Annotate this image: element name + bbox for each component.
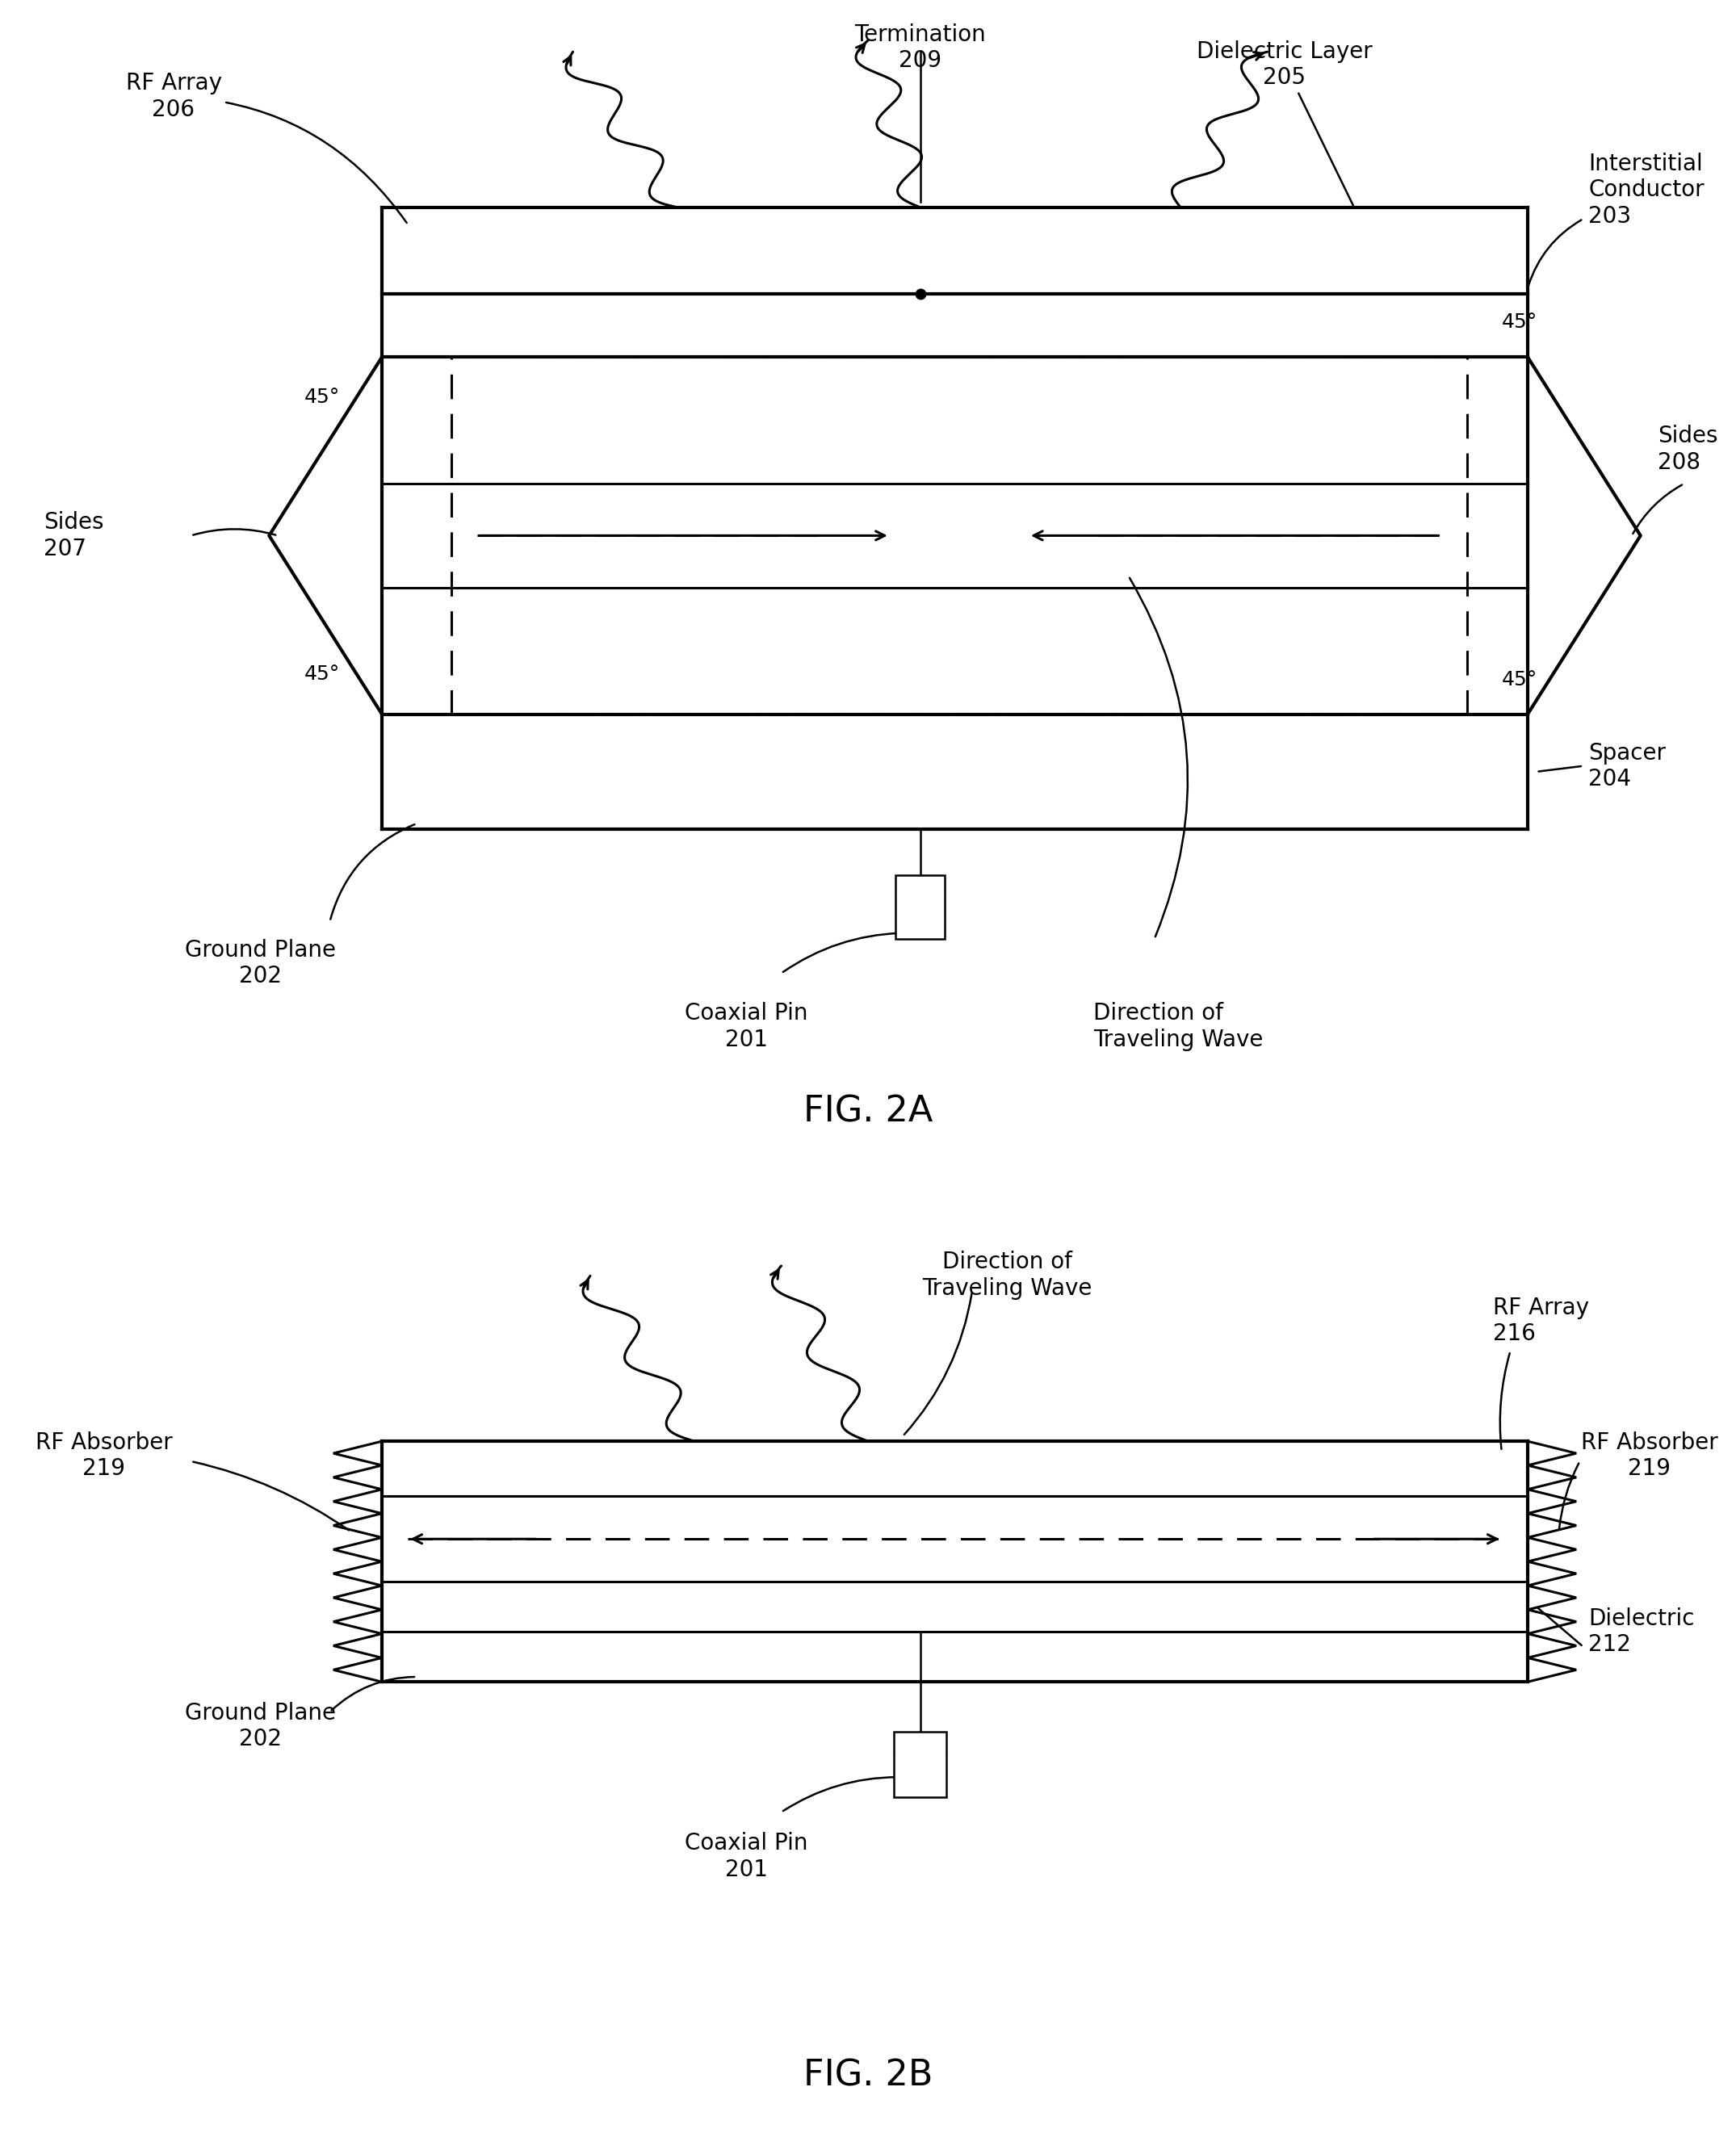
Text: Dielectric
212: Dielectric 212: [1588, 1608, 1694, 1655]
Text: Direction of
Traveling Wave: Direction of Traveling Wave: [1094, 1003, 1264, 1052]
Text: 45°: 45°: [1502, 314, 1538, 333]
Text: Sides
208: Sides 208: [1658, 424, 1719, 474]
Text: 45°: 45°: [1502, 670, 1538, 689]
Bar: [894, 1732, 946, 1798]
Text: Ground Plane
202: Ground Plane 202: [186, 1702, 335, 1751]
Text: Spacer
204: Spacer 204: [1588, 742, 1667, 791]
Text: Dielectric Layer
205: Dielectric Layer 205: [1196, 41, 1373, 205]
Text: Coaxial Pin
201: Coaxial Pin 201: [686, 1003, 807, 1052]
Bar: [896, 875, 944, 939]
Text: Sides
207: Sides 207: [43, 512, 104, 561]
Text: RF Array
206: RF Array 206: [125, 73, 406, 222]
Text: RF Array
216: RF Array 216: [1493, 1297, 1588, 1346]
Text: RF Absorber
219: RF Absorber 219: [36, 1431, 172, 1480]
Text: FIG. 2A: FIG. 2A: [804, 1094, 932, 1128]
Text: 45°: 45°: [304, 663, 340, 683]
Text: Ground Plane
202: Ground Plane 202: [186, 939, 335, 988]
Text: 45°: 45°: [304, 388, 340, 407]
Text: Interstitial
Conductor
203: Interstitial Conductor 203: [1588, 154, 1705, 228]
Text: Direction of
Traveling Wave: Direction of Traveling Wave: [922, 1250, 1092, 1299]
Text: FIG. 2B: FIG. 2B: [804, 2058, 932, 2092]
Text: Termination
209: Termination 209: [854, 23, 986, 73]
Text: Coaxial Pin
201: Coaxial Pin 201: [686, 1832, 807, 1881]
Text: RF Absorber
219: RF Absorber 219: [1581, 1431, 1717, 1480]
